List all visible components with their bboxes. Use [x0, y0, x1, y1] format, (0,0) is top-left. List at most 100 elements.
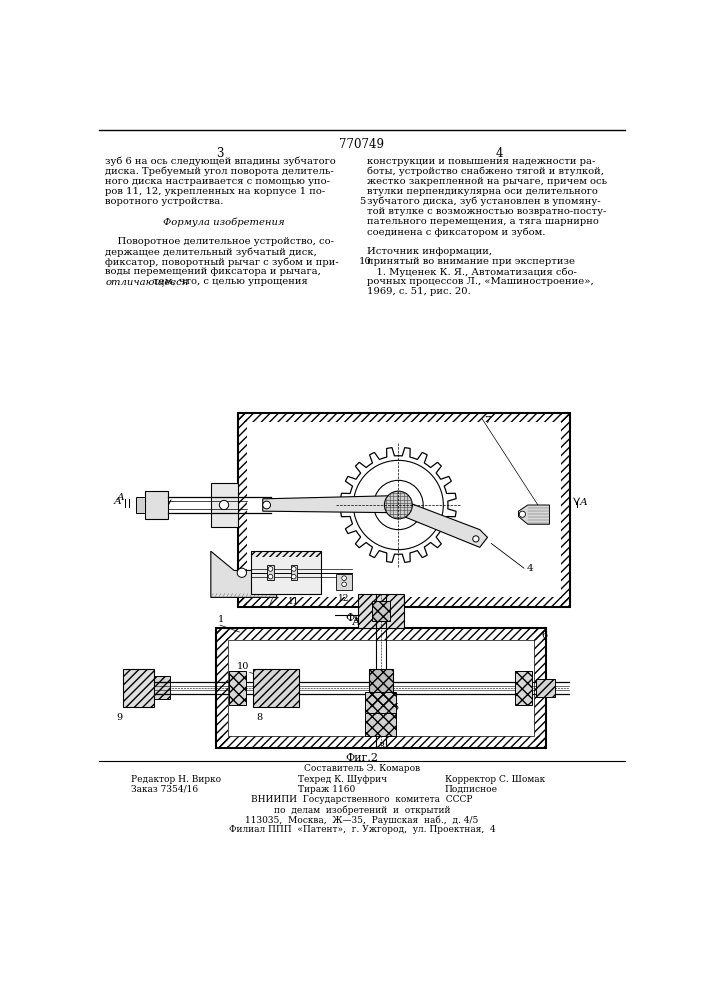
Text: 4: 4: [526, 564, 533, 573]
Bar: [369, 669, 392, 707]
Bar: [366, 713, 397, 736]
Text: той втулке с возможностью возвратно-посту-: той втулке с возможностью возвратно-пост…: [368, 207, 607, 216]
Ellipse shape: [237, 568, 247, 577]
Text: 11: 11: [288, 597, 300, 606]
Bar: [216, 628, 546, 748]
Text: Тираж 1160: Тираж 1160: [298, 785, 355, 794]
Text: держащее делительный зубчатый диск,: держащее делительный зубчатый диск,: [105, 247, 317, 257]
Bar: [267, 565, 274, 580]
Text: рочных процессов Л., «Машиностроение»,: рочных процессов Л., «Машиностроение»,: [368, 277, 594, 286]
Text: Фиг.2: Фиг.2: [346, 753, 378, 763]
Text: А-А: А-А: [351, 617, 372, 627]
Bar: [238, 597, 571, 607]
Ellipse shape: [268, 574, 273, 579]
Text: А: А: [114, 497, 122, 506]
Ellipse shape: [373, 480, 423, 530]
Bar: [366, 692, 397, 715]
Text: 113035,  Москва,  Ж—35,  Раушская  наб.,  д. 4/5: 113035, Москва, Ж—35, Раушская наб., д. …: [245, 815, 479, 825]
Bar: [154, 676, 170, 699]
Text: 3: 3: [216, 147, 224, 160]
Bar: [252, 669, 299, 707]
Text: жестко закрепленной на рычаге, причем ось: жестко закрепленной на рычаге, причем ос…: [368, 177, 607, 186]
Bar: [252, 669, 299, 707]
Bar: [238, 413, 571, 607]
Text: тем, что, с целью упрощения: тем, что, с целью упрощения: [151, 277, 308, 286]
Ellipse shape: [519, 511, 525, 517]
Text: по  делам  изобретений  и  открытий: по делам изобретений и открытий: [274, 805, 450, 815]
Text: 9: 9: [117, 713, 122, 722]
Polygon shape: [263, 496, 488, 547]
Text: 3: 3: [378, 742, 384, 751]
Text: воды перемещений фиксатора и рычага,: воды перемещений фиксатора и рычага,: [105, 267, 321, 276]
Polygon shape: [341, 448, 456, 562]
Bar: [123, 669, 154, 707]
Text: соединена с фиксатором и зубом.: соединена с фиксатором и зубом.: [368, 227, 546, 237]
Text: ВНИИПИ  Государственного  комитета  СССР: ВНИИПИ Государственного комитета СССР: [251, 795, 473, 804]
Text: Техред К. Шуфрич: Техред К. Шуфрич: [298, 774, 387, 784]
Text: 6: 6: [542, 631, 548, 640]
Text: 7: 7: [484, 416, 490, 425]
Text: А: А: [117, 493, 125, 502]
Bar: [535, 679, 555, 697]
Bar: [337, 574, 352, 590]
Text: диска. Требуемый угол поворота делитель-: диска. Требуемый угол поворота делитель-: [105, 167, 334, 176]
Bar: [211, 483, 238, 527]
Text: 12: 12: [339, 594, 350, 603]
Bar: [230, 671, 247, 705]
Ellipse shape: [341, 576, 346, 580]
Text: Редактор Н. Вирко: Редактор Н. Вирко: [131, 774, 221, 784]
Text: принятый во внимание при экспертизе: принятый во внимание при экспертизе: [368, 257, 575, 266]
Text: Фиг.1: Фиг.1: [346, 613, 378, 623]
Text: 4: 4: [496, 147, 503, 160]
Ellipse shape: [268, 567, 273, 571]
Bar: [534, 628, 546, 748]
Bar: [358, 594, 404, 628]
Text: Корректор С. Шомак: Корректор С. Шомак: [445, 774, 545, 784]
Text: 5: 5: [359, 197, 366, 206]
Bar: [372, 601, 390, 620]
Text: 5: 5: [392, 703, 399, 712]
Text: отличающееся: отличающееся: [105, 277, 189, 286]
Text: конструкции и повышения надежности ра-: конструкции и повышения надежности ра-: [368, 157, 596, 166]
Bar: [216, 628, 546, 640]
Bar: [216, 736, 546, 748]
Ellipse shape: [291, 567, 296, 571]
Bar: [136, 497, 145, 513]
Bar: [216, 628, 228, 748]
Text: Заказ 7354/16: Заказ 7354/16: [131, 785, 198, 794]
Bar: [145, 491, 168, 519]
Text: 1: 1: [218, 615, 224, 624]
Text: 1969, с. 51, рис. 20.: 1969, с. 51, рис. 20.: [368, 287, 471, 296]
Text: пательного перемещения, а тяга шарнирно: пательного перемещения, а тяга шарнирно: [368, 217, 600, 226]
Bar: [561, 413, 571, 607]
Bar: [230, 671, 247, 705]
Text: А: А: [580, 498, 588, 507]
Text: зуб 6 на ось следующей впадины зубчатого: зуб 6 на ось следующей впадины зубчатого: [105, 157, 336, 166]
Bar: [366, 692, 397, 715]
Bar: [123, 669, 154, 707]
Text: Источник информации,: Источник информации,: [367, 247, 492, 256]
Ellipse shape: [473, 536, 479, 542]
Text: Филиал ППП  «Патент»,  г. Ужгород,  ул. Проектная,  4: Филиал ППП «Патент», г. Ужгород, ул. Про…: [228, 825, 496, 834]
Ellipse shape: [385, 491, 412, 519]
Text: фиксатор, поворотный рычаг с зубом и при-: фиксатор, поворотный рычаг с зубом и при…: [105, 257, 339, 267]
Bar: [228, 640, 534, 736]
Ellipse shape: [354, 460, 443, 550]
Bar: [535, 679, 555, 697]
Ellipse shape: [341, 582, 346, 587]
Text: Подписное: Подписное: [445, 785, 498, 794]
Polygon shape: [518, 505, 549, 524]
Text: ного диска настраивается с помощью упо-: ного диска настраивается с помощью упо-: [105, 177, 330, 186]
Bar: [291, 565, 297, 580]
Bar: [251, 551, 321, 557]
Text: зубчатого диска, зуб установлен в упомяну-: зубчатого диска, зуб установлен в упомян…: [368, 197, 601, 207]
Bar: [238, 413, 247, 607]
Bar: [251, 551, 321, 594]
Text: Поворотное делительное устройство, со-: Поворотное делительное устройство, со-: [105, 237, 334, 246]
Polygon shape: [211, 551, 276, 597]
Text: втулки перпендикулярна оси делительного: втулки перпендикулярна оси делительного: [368, 187, 598, 196]
Bar: [515, 671, 532, 705]
Bar: [366, 713, 397, 736]
Bar: [358, 594, 404, 628]
Text: боты, устройство снабжено тягой и втулкой,: боты, устройство снабжено тягой и втулко…: [368, 167, 604, 176]
